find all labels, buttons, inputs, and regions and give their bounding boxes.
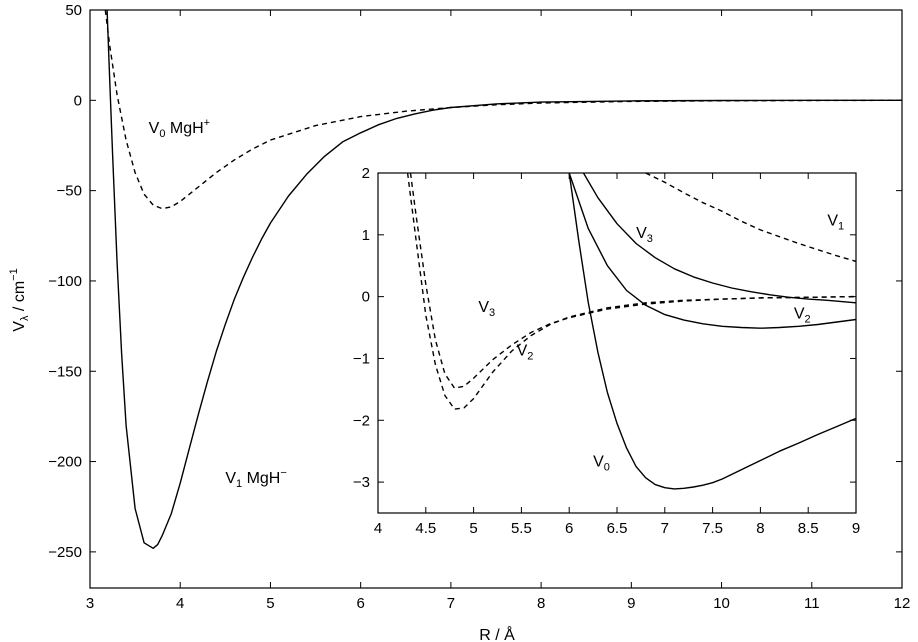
main-x-tick-label: 9 (627, 595, 635, 612)
inset-curve-label-v1-mgh: V1 (827, 213, 844, 233)
main-plot-frame (89, 9, 903, 589)
inset-plot-background (378, 173, 856, 513)
main-curve-label-v0-mgh: V0 MgH+ (149, 117, 210, 140)
main-x-tick-label: 5 (266, 595, 274, 612)
main-x-tick-label: 6 (356, 595, 364, 612)
main-x-tick-label: 10 (713, 595, 730, 612)
inset-y-tick-label: −3 (353, 474, 370, 491)
inset-x-tick-label: 8 (756, 520, 764, 537)
main-curve-label-v1-mgh: V1 MgH− (225, 467, 286, 490)
main-series-v1-mgh (106, 10, 902, 549)
inset-x-tick-label: 7.5 (702, 520, 723, 537)
inset-series-v1-mgh (645, 173, 856, 263)
inset-series-v2-mgh (568, 173, 856, 329)
main-x-tick-label: 3 (86, 595, 94, 612)
main-y-tick-label: 50 (65, 2, 82, 19)
inset-curve-label-v3-mgh: V3 (478, 299, 495, 319)
inset-x-tick-label: 6.5 (607, 520, 628, 537)
inset-x-tick-label: 4.5 (415, 520, 436, 537)
inset-x-tick-label: 5 (469, 520, 477, 537)
main-x-tick-label: 11 (804, 595, 820, 612)
inset-x-tick-label: 4 (374, 520, 382, 537)
inset-y-tick-label: 1 (362, 227, 370, 244)
inset-curve-label-v0-mgh: V0 (593, 454, 610, 474)
inset-series-v0-mgh (568, 173, 856, 490)
main-y-tick-label: −250 (48, 544, 82, 561)
inset-x-tick-label: 5.5 (511, 520, 532, 537)
inset-y-tick-label: 0 (362, 289, 370, 306)
inset-x-tick-label: 9 (852, 520, 860, 537)
y-axis-label: Vλ / cm−1 (8, 268, 31, 331)
inset-y-tick-label: 2 (362, 165, 370, 182)
main-x-tick-label: 8 (537, 595, 545, 612)
main-y-tick-label: −50 (57, 183, 82, 200)
main-y-tick-label: −100 (48, 273, 82, 290)
x-axis-label: R / Å (479, 625, 515, 642)
inset-x-tick-label: 6 (565, 520, 573, 537)
main-y-tick-label: −150 (48, 363, 82, 380)
main-y-tick-label: 0 (74, 92, 82, 109)
inset-series-v3-mgh (582, 173, 856, 304)
inset-y-tick-label: −1 (353, 350, 370, 367)
inset-x-tick-label: 8.5 (798, 520, 819, 537)
inset-series-v2-mgh (406, 173, 856, 410)
main-series-group (104, 10, 902, 549)
inset-series-group (406, 173, 856, 490)
inset-curve-label-v2-mgh: V2 (517, 342, 534, 362)
inset-curve-label-v3-mgh: V3 (636, 225, 653, 245)
inset-y-tick-label: −2 (353, 412, 370, 429)
inset-curve-label-v2-mgh: V2 (794, 305, 811, 325)
inset-plot: 4 4.5 5 5.5 6 6.5 7 7.5 8 8.5 9 2 1 0 −1 −2 −3 V1 V3 V3 V2 V2… (353, 165, 860, 537)
main-x-tick-label: 12 (894, 595, 911, 612)
main-x-tick-label: 4 (176, 595, 184, 612)
main-x-tick-label: 7 (447, 595, 455, 612)
main-y-tick-label: −200 (48, 454, 82, 471)
main-series-v0-mgh (104, 10, 902, 210)
inset-x-tick-label: 7 (661, 520, 669, 537)
